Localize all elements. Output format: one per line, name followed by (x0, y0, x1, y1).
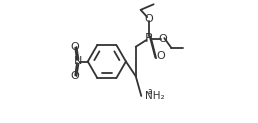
Text: P: P (145, 32, 152, 45)
Text: O: O (70, 42, 79, 52)
Text: O: O (70, 71, 79, 81)
Text: NH₂: NH₂ (145, 91, 165, 101)
Text: O: O (158, 34, 167, 44)
Text: O: O (144, 14, 153, 24)
Text: O: O (157, 51, 165, 61)
Text: N: N (74, 56, 82, 67)
Text: a: a (148, 86, 152, 96)
